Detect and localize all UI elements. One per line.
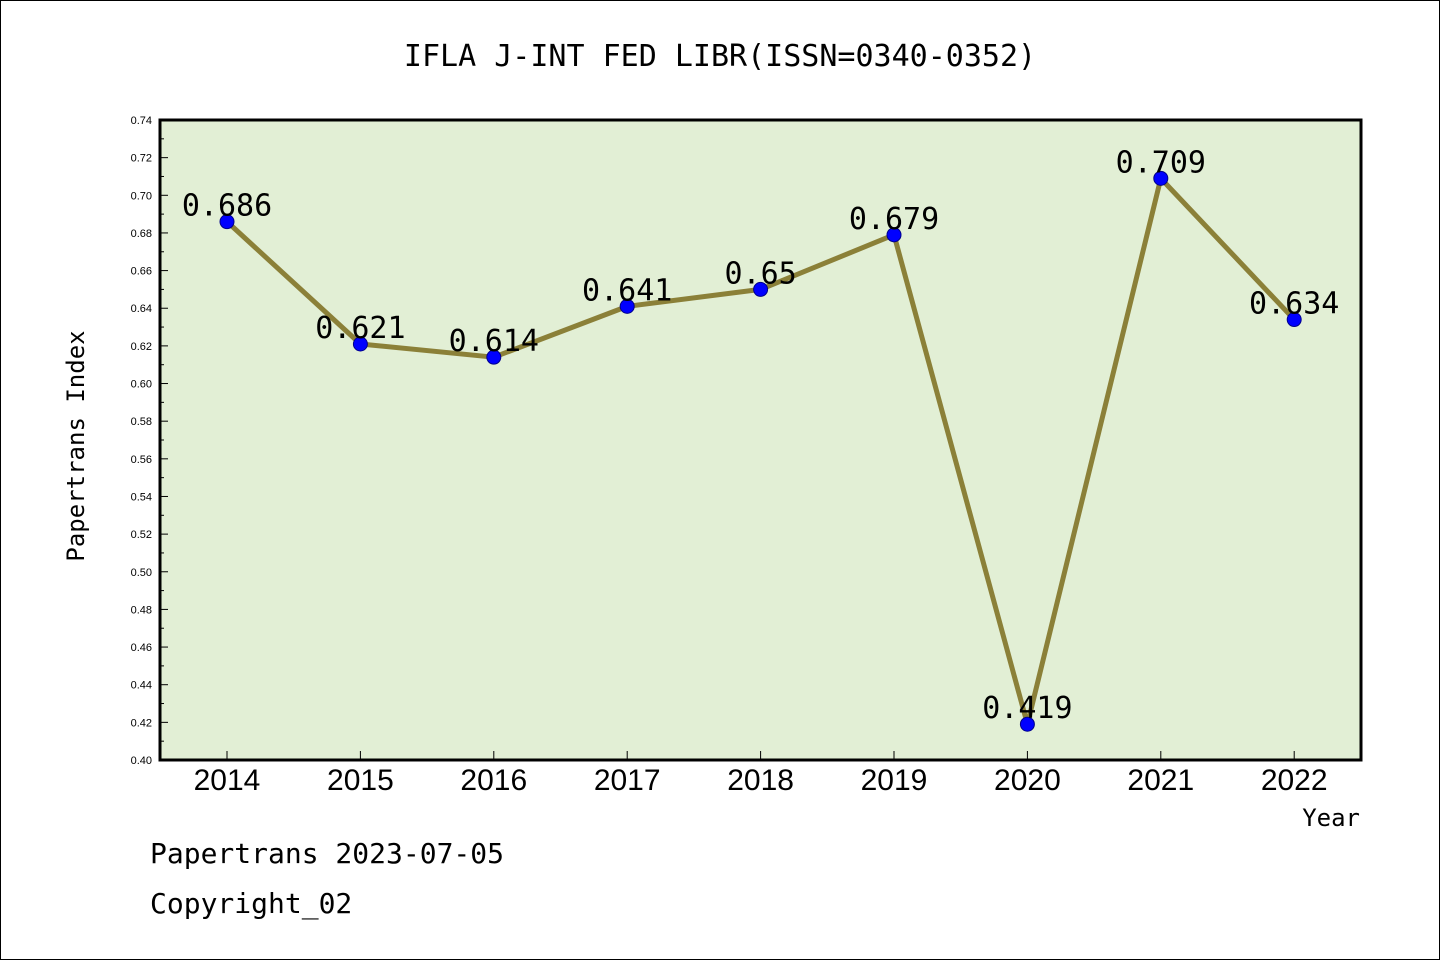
y-tick-label: 0.74 [131, 115, 152, 127]
data-point [1153, 170, 1169, 186]
x-axis-label: Year [1302, 804, 1360, 832]
y-tick-label: 0.42 [131, 717, 152, 729]
y-tick-label: 0.56 [131, 454, 152, 466]
series-layer: 0.686 0.621 0.614 0.641 0.65 0.679 0.419 0.709 0… [182, 145, 1339, 732]
data-point [753, 281, 769, 297]
x-tick-label: 2022 [1261, 764, 1328, 797]
data-label: 0.65 [724, 256, 796, 291]
x-tick-label: 2016 [460, 764, 527, 797]
data-point [1019, 716, 1035, 732]
y-tick-label: 0.60 [131, 379, 152, 391]
x-tick-label: 2015 [327, 764, 394, 797]
y-tick-label: 0.64 [131, 303, 152, 315]
data-label: 0.709 [1116, 145, 1206, 180]
y-tick-label: 0.46 [131, 642, 152, 654]
x-tick-label: 2020 [994, 764, 1061, 797]
plot-area [158, 118, 1363, 762]
data-point [352, 336, 368, 352]
x-tick-label: 2019 [861, 764, 928, 797]
y-tick-label: 0.48 [131, 604, 152, 616]
data-label: 0.621 [315, 311, 405, 346]
y-tick-label: 0.52 [131, 529, 152, 541]
y-tick-label: 0.62 [131, 341, 152, 353]
data-point [619, 298, 635, 314]
axis-ticks: 0.40 0.42 0.44 0.46 0.48 0.50 0.52 0.54 0.56 0.58… [131, 115, 1328, 797]
x-tick-label: 2014 [194, 764, 261, 797]
data-point [1286, 312, 1302, 328]
y-tick-label: 0.44 [131, 680, 152, 692]
data-label: 0.419 [982, 691, 1072, 726]
data-point [219, 214, 235, 230]
x-tick-label: 2021 [1127, 764, 1194, 797]
data-label: 0.641 [582, 273, 672, 308]
data-label: 0.614 [449, 324, 539, 359]
data-point [886, 227, 902, 243]
y-tick-label: 0.58 [131, 416, 152, 428]
x-tick-label: 2017 [594, 764, 661, 797]
x-tick-label: 2018 [727, 764, 794, 797]
footer-date: Papertrans 2023-07-05 [150, 837, 504, 870]
y-tick-label: 0.54 [131, 491, 152, 503]
y-axis-label: Papertrans Index [62, 330, 90, 561]
y-tick-label: 0.50 [131, 567, 152, 579]
footer-copyright: Copyright_02 [150, 887, 352, 921]
y-tick-label: 0.68 [131, 228, 152, 240]
data-label: 0.634 [1249, 287, 1339, 322]
y-tick-label: 0.72 [131, 153, 152, 165]
y-tick-label: 0.70 [131, 190, 152, 202]
y-tick-label: 0.66 [131, 266, 152, 278]
data-label: 0.679 [849, 202, 939, 237]
chart-title: IFLA J-INT FED LIBR(ISSN=0340-0352) [404, 39, 1036, 74]
y-tick-label: 0.40 [131, 755, 152, 767]
data-point [486, 349, 502, 365]
data-label: 0.686 [182, 189, 272, 224]
